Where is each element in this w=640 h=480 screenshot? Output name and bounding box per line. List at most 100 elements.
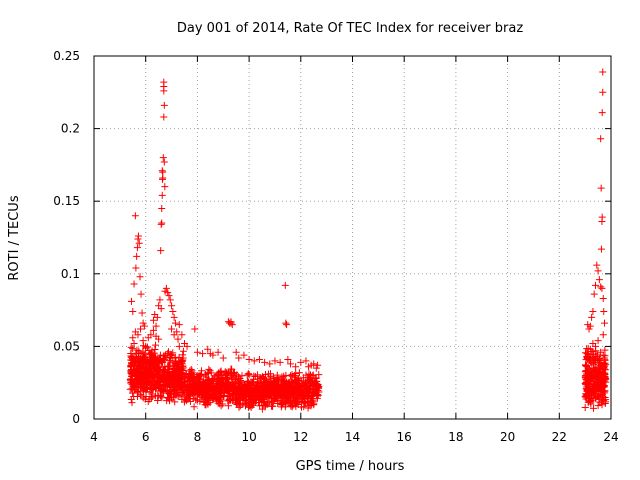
data-point [594,267,602,275]
data-marks [126,68,610,413]
data-point [250,372,258,380]
data-point [601,319,609,327]
data-point [176,379,184,387]
data-point [591,281,599,289]
data-point [157,387,165,395]
data-point [126,376,134,384]
data-point [244,403,252,411]
data-point [265,399,273,407]
data-point [312,364,320,372]
data-point [207,385,215,393]
data-point [154,364,162,372]
data-point [273,375,281,383]
data-point [139,384,147,392]
data-point [188,367,196,375]
data-point [157,305,165,313]
data-point [295,381,303,389]
data-point [197,378,205,386]
data-point [170,313,178,321]
data-point [178,384,186,392]
data-point [200,379,208,387]
data-point [595,395,603,403]
data-point [159,174,167,182]
data-point [270,391,278,399]
data-point [157,220,165,228]
data-point [233,371,241,379]
data-point [241,395,249,403]
data-point [582,381,590,389]
data-point [164,362,172,370]
data-point [289,401,297,409]
data-point [134,235,142,243]
data-point [166,296,174,304]
data-point [236,374,244,382]
data-point [153,313,161,321]
data-point [159,365,167,373]
data-point [299,392,307,400]
data-point [162,284,170,292]
data-point [134,331,142,339]
data-point [245,392,253,400]
data-point [149,316,157,324]
data-point [595,276,603,284]
data-point [214,348,222,356]
data-point [130,339,138,347]
data-point [237,378,245,386]
data-point [584,350,592,358]
x-tick-label: 16 [397,430,412,444]
data-point [245,355,253,363]
data-point [288,371,296,379]
data-point [131,369,139,377]
data-point [256,375,264,383]
data-point [142,392,150,400]
data-point [283,321,291,329]
data-point [233,400,241,408]
data-point [304,376,312,384]
data-point [146,362,154,370]
data-point [135,239,143,247]
data-point [139,319,147,327]
data-point [192,381,200,389]
data-point [309,398,317,406]
data-point [237,383,245,391]
data-point [599,68,607,76]
data-point [221,389,229,397]
data-point [199,350,207,358]
y-axis-title: ROTI / TECUs [7,195,22,280]
data-point [594,402,602,410]
x-tick-label: 18 [448,430,463,444]
data-point [150,349,158,357]
data-point [128,380,136,388]
data-point [175,358,183,366]
data-point [598,213,606,221]
data-point [306,384,314,392]
data-point [249,401,257,409]
data-point [582,362,590,370]
data-point [582,390,590,398]
data-point [278,387,286,395]
data-point [312,385,320,393]
data-point [600,308,608,316]
data-point [221,369,229,377]
data-point [179,347,187,355]
data-point [165,371,173,379]
data-point [309,371,317,379]
chart-title: Day 001 of 2014, Rate Of TEC Index for r… [177,21,523,36]
data-point [168,302,176,310]
data-point [139,371,147,379]
data-point [209,351,217,359]
data-point [168,325,176,333]
data-point [208,392,216,400]
data-point [159,376,167,384]
data-point [196,389,204,397]
data-point [235,391,243,399]
data-point [182,395,190,403]
data-point [601,346,609,354]
data-point [241,381,249,389]
data-point [588,313,596,321]
data-point [597,135,605,143]
data-point [193,348,201,356]
data-point [158,219,166,227]
data-point [284,355,292,363]
data-point [155,363,163,371]
